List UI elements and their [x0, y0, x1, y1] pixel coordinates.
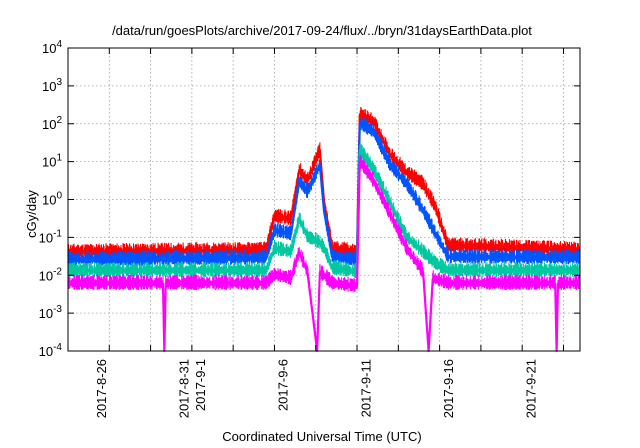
series-line: [67, 113, 581, 254]
x-tick-label: 2017-9-11: [358, 359, 373, 417]
x-tick-label: 2017-9-1: [193, 359, 208, 411]
y-tick-label: 100: [42, 191, 62, 208]
y-tick-label: 102: [42, 115, 62, 132]
chart-title: /data/run/goesPlots/archive/2017-09-24/f…: [112, 23, 532, 38]
y-tick-label: 10-1: [39, 228, 63, 245]
x-tick-label: 2017-9-21: [523, 359, 538, 418]
x-tick-label: 2017-8-31: [177, 359, 192, 418]
x-axis-label: Coordinated Universal Time (UTC): [222, 429, 421, 444]
y-tick-label: 101: [42, 153, 62, 170]
x-tick-label: 2017-8-26: [94, 359, 109, 418]
axis-ticks: 10-4 10-3 10-2 10-1 100 101 102 103 104 2017-8-26…: [39, 39, 580, 418]
y-tick-label: 10-4: [39, 342, 63, 359]
series-layer: [67, 107, 581, 353]
y-tick-label: 104: [42, 39, 62, 56]
y-tick-label: 10-2: [39, 266, 63, 283]
series-line: [68, 160, 580, 353]
y-tick-label: 103: [42, 77, 62, 94]
y-axis-label: cGy/day: [24, 190, 39, 238]
series-band: [67, 107, 581, 259]
series-line: [67, 122, 581, 262]
x-tick-label: 2017-9-16: [441, 359, 456, 418]
y-tick-label: 10-3: [39, 304, 63, 321]
x-tick-label: 2017-9-6: [276, 359, 291, 411]
series-line: [68, 149, 580, 274]
